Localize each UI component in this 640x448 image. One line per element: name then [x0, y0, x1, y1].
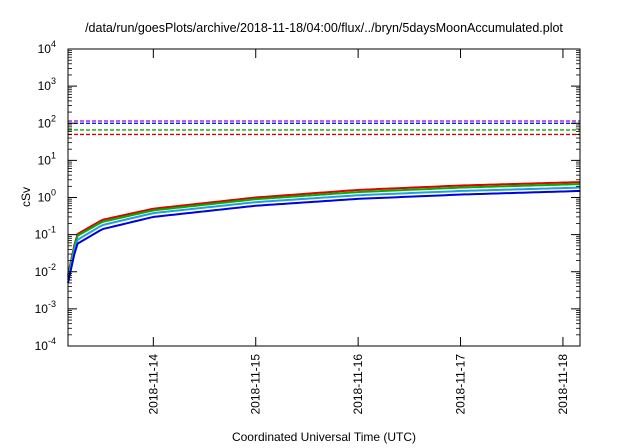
- series-line-2: [67, 186, 581, 281]
- y-tick-label: 10-3: [35, 299, 56, 316]
- y-tick-label: 100: [38, 188, 56, 205]
- x-axis-label: Coordinated Universal Time (UTC): [232, 430, 416, 444]
- series-line-1: [67, 183, 581, 278]
- plot-area: [67, 120, 581, 284]
- y-tick-label: 10-2: [35, 262, 56, 279]
- y-tick-label: 102: [38, 113, 56, 130]
- series-line-0: [67, 181, 581, 276]
- x-tick-label: 2018-11-14: [146, 354, 160, 415]
- y-tick-label: 10-4: [35, 336, 56, 353]
- y-tick-label: 10-1: [35, 225, 56, 242]
- series-line-3: [67, 189, 581, 284]
- y-tick-label: 104: [38, 39, 56, 56]
- x-tick-label: 2018-11-17: [454, 354, 468, 415]
- x-axis-ticks: 2018-11-14 2018-11-15 2018-11-16 2018-11-17…: [146, 49, 570, 415]
- y-tick-label: 103: [38, 76, 56, 93]
- y-axis-label: cSv: [19, 187, 33, 207]
- chart-title: /data/run/goesPlots/archive/2018-11-18/0…: [85, 21, 563, 35]
- x-tick-label: 2018-11-16: [351, 354, 365, 415]
- plot-frame: [67, 48, 581, 347]
- y-axis-ticks: 10-4 10-3 10-2 10-1 100 101 102 103 104: [35, 39, 580, 353]
- y-tick-label: 101: [38, 150, 56, 167]
- x-tick-label: 2018-11-15: [249, 354, 263, 415]
- x-tick-label: 2018-11-18: [556, 354, 570, 415]
